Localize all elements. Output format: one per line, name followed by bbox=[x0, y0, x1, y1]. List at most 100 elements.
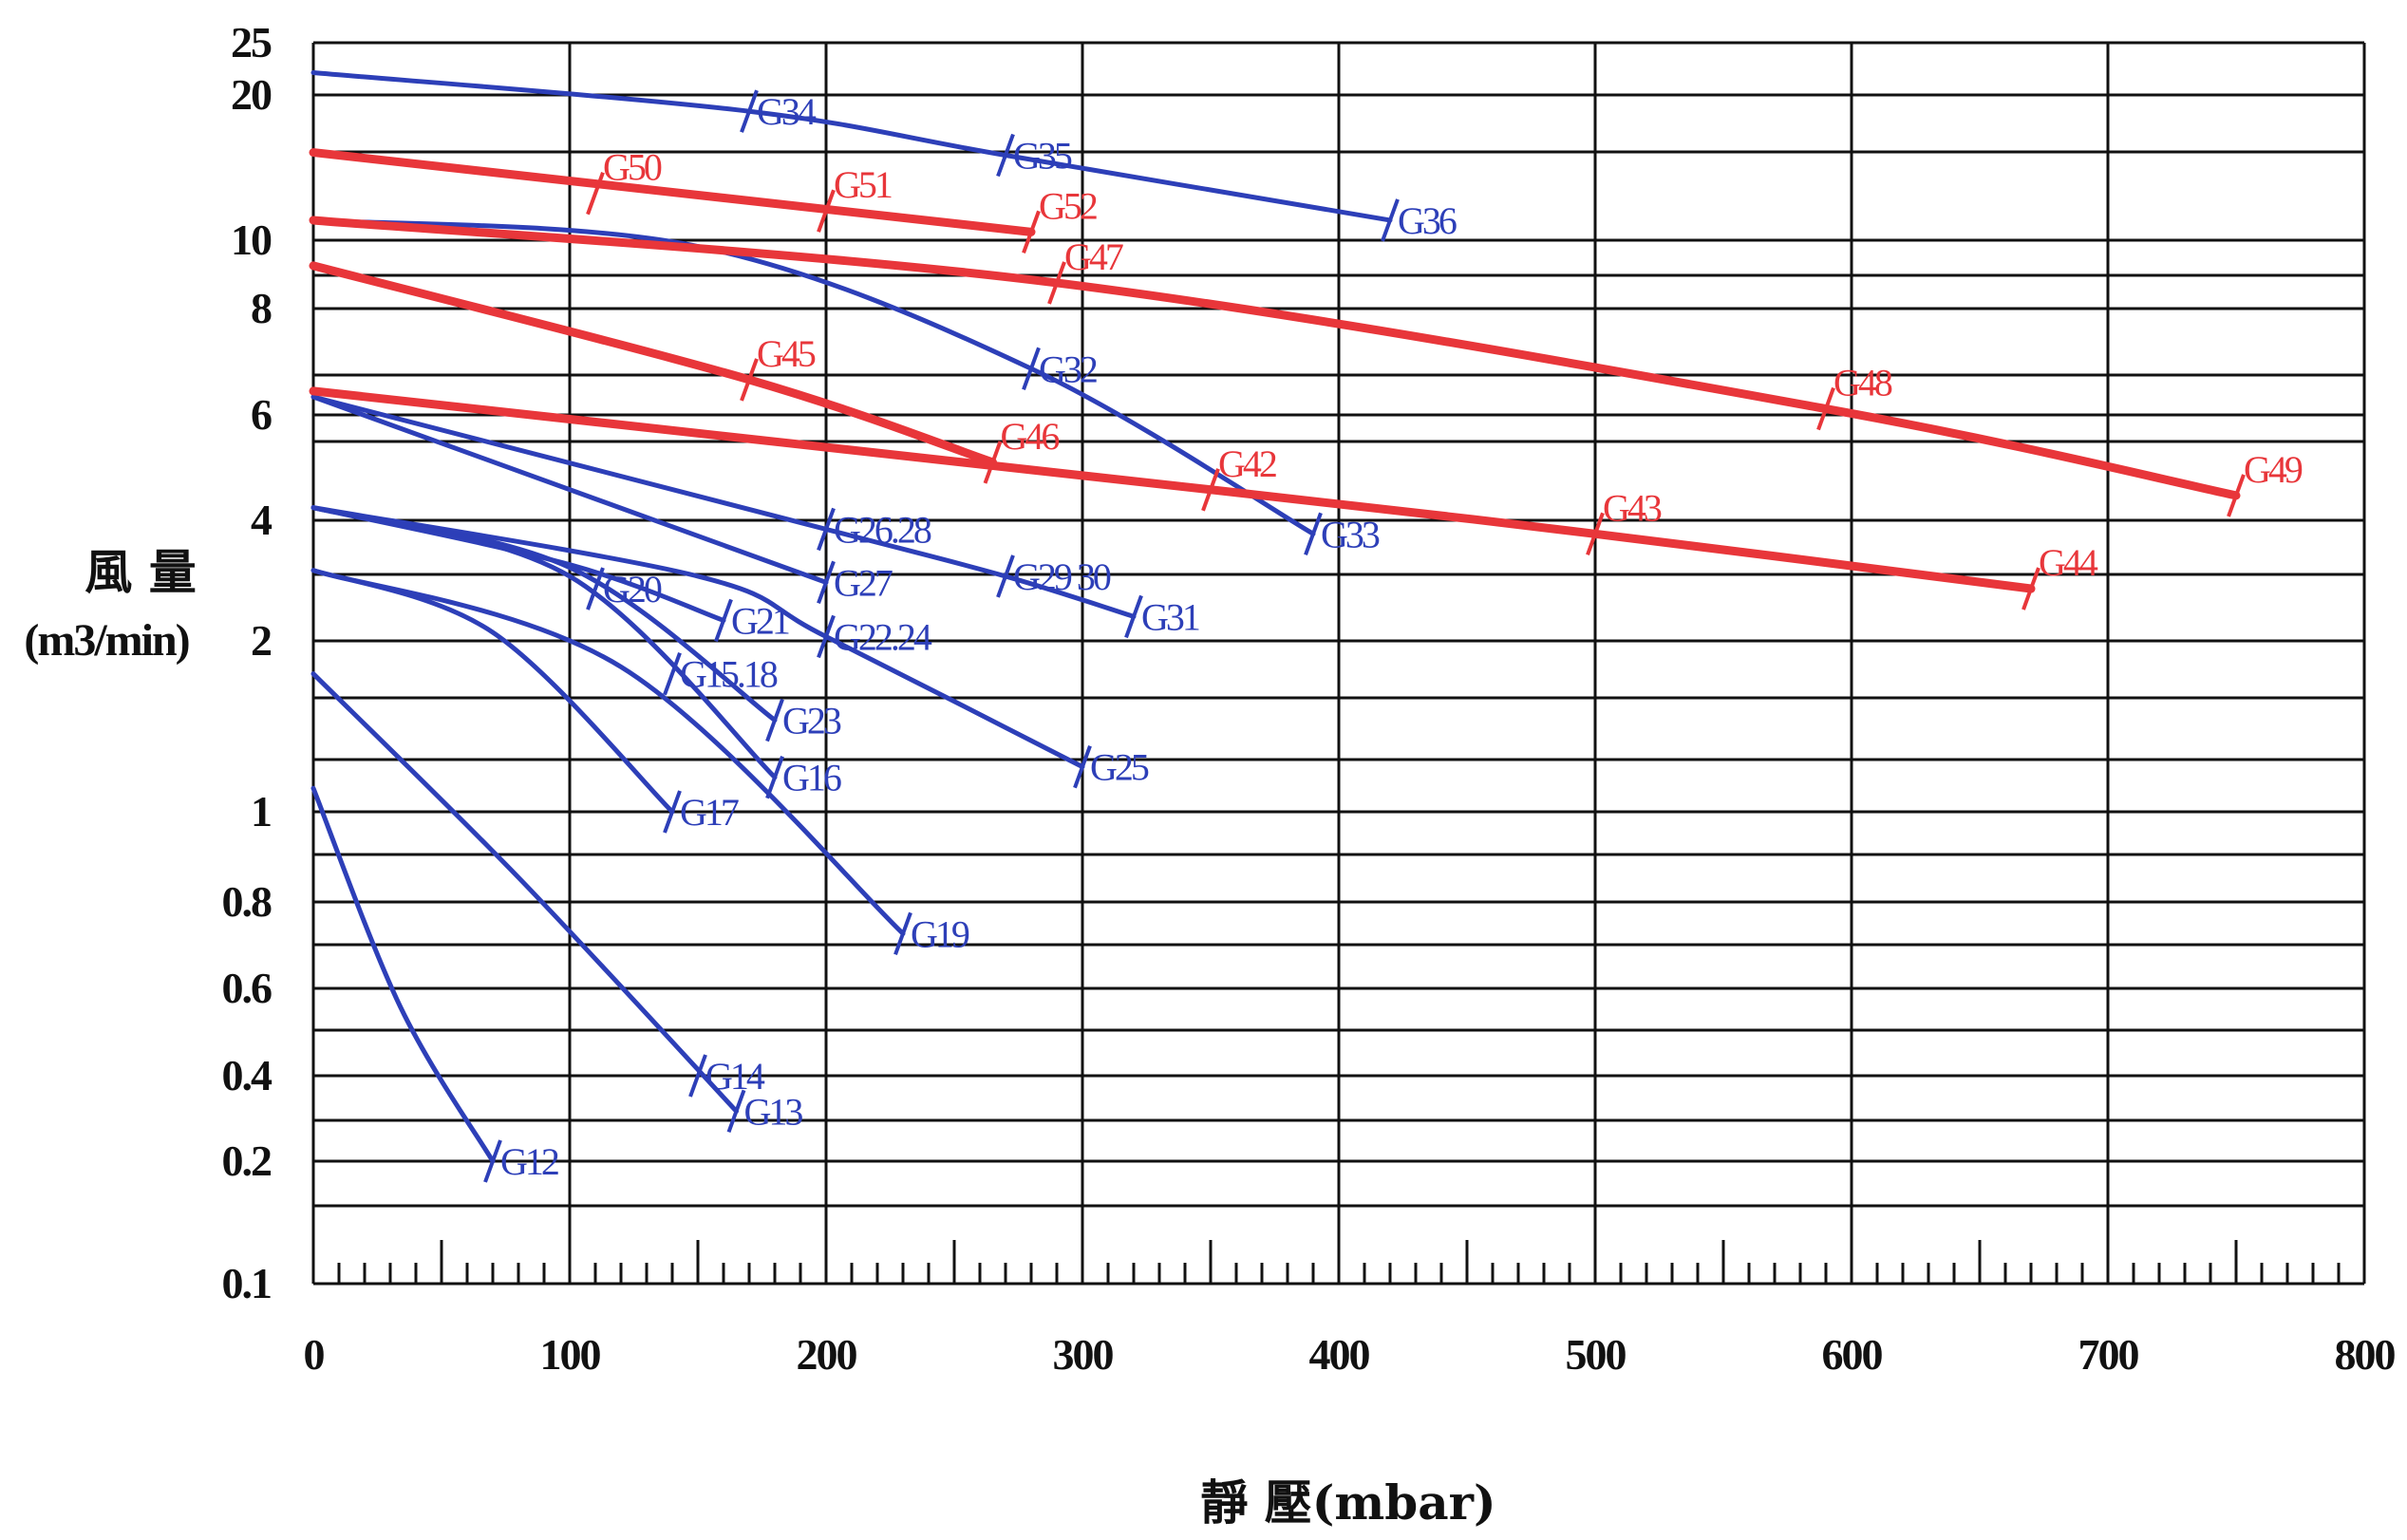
curve-point-marker bbox=[2227, 474, 2246, 517]
curve-label: G15.18 bbox=[680, 653, 778, 696]
curve-label: G52 bbox=[1039, 184, 1097, 227]
curve-point-marker bbox=[663, 790, 682, 834]
curve-point-marker bbox=[817, 560, 836, 605]
y-axis-unit: (m3/min) bbox=[24, 615, 188, 666]
performance-curve-blue bbox=[310, 70, 1393, 223]
curve-point-marker bbox=[1381, 198, 1400, 242]
curve-label: G17 bbox=[680, 791, 739, 834]
curve-point-marker bbox=[740, 89, 759, 133]
performance-curve-blue bbox=[310, 568, 906, 936]
x-tick-label: 100 bbox=[540, 1330, 601, 1379]
curve-label: G20 bbox=[603, 568, 662, 610]
curve-point-marker bbox=[586, 172, 605, 216]
curve-label: G32 bbox=[1039, 347, 1097, 390]
curve-label: G45 bbox=[757, 332, 816, 375]
curve-point-marker bbox=[1124, 594, 1143, 639]
curve-layer bbox=[309, 70, 2241, 1164]
curve-point-marker bbox=[1022, 210, 1041, 254]
performance-curve-red bbox=[309, 261, 997, 467]
curve-label: G49 bbox=[2244, 448, 2303, 491]
y-tick-label: 2 bbox=[251, 616, 272, 665]
curve-label: G13 bbox=[744, 1090, 803, 1133]
y-tick-label: 6 bbox=[251, 390, 272, 439]
curve-point-marker bbox=[1304, 512, 1323, 555]
curve-point-marker bbox=[765, 756, 784, 799]
y-tick-label: 0.8 bbox=[222, 877, 273, 926]
curve-point-marker bbox=[1586, 512, 1605, 555]
curve-label: G33 bbox=[1321, 513, 1380, 555]
curve-point-marker bbox=[996, 133, 1015, 178]
curve-label: G14 bbox=[705, 1055, 765, 1098]
curve-point-marker bbox=[817, 507, 836, 552]
performance-curve-blue bbox=[310, 505, 1085, 770]
curve-label: G29 30 bbox=[1013, 555, 1111, 598]
curve-label: G48 bbox=[1833, 362, 1892, 404]
curve-label: G35 bbox=[1013, 135, 1072, 178]
curve-label: G43 bbox=[1603, 486, 1662, 529]
y-tick-label: 10 bbox=[231, 216, 272, 264]
curve-point-marker bbox=[996, 554, 1015, 598]
y-tick-label: 1 bbox=[251, 787, 271, 836]
curve-label: G27 bbox=[834, 561, 893, 604]
x-axis-title: 靜 壓(mbar) bbox=[1200, 1474, 1495, 1531]
curve-point-marker bbox=[1073, 744, 1092, 789]
x-tick-label: 400 bbox=[1309, 1330, 1370, 1379]
x-tick-label: 0 bbox=[304, 1330, 325, 1379]
curve-point-marker bbox=[983, 441, 1003, 484]
curve-point-marker bbox=[726, 1089, 746, 1134]
curve-label: G22.24 bbox=[834, 615, 932, 658]
performance-curve-red bbox=[309, 216, 2241, 500]
performance-curve-red bbox=[309, 386, 2036, 593]
curve-label: G31 bbox=[1141, 595, 1199, 638]
curve-label: G21 bbox=[731, 599, 789, 642]
x-tick-label: 300 bbox=[1053, 1330, 1114, 1379]
curve-point-marker bbox=[817, 614, 836, 659]
end-marker-layer bbox=[483, 89, 2246, 1183]
curve-label: G23 bbox=[782, 700, 841, 742]
x-tick-label: 200 bbox=[797, 1330, 857, 1379]
curve-label: G19 bbox=[911, 912, 969, 955]
curve-point-marker bbox=[483, 1139, 502, 1183]
y-tick-label: 4 bbox=[251, 496, 273, 544]
y-axis-title: 風 量 bbox=[85, 544, 196, 600]
curve-label: G42 bbox=[1218, 442, 1276, 485]
x-tick-label: 700 bbox=[2078, 1330, 2139, 1379]
curve-point-marker bbox=[740, 358, 759, 402]
tick-label-layer: 0 100 200 300 400 500 600 700 800 0.1 0.2 0.4 0.6 0.8… bbox=[222, 18, 2398, 1379]
curve-point-marker bbox=[817, 189, 836, 233]
y-tick-label: 25 bbox=[231, 18, 272, 66]
y-tick-label: 0.6 bbox=[222, 964, 273, 1012]
curve-point-marker bbox=[1047, 261, 1066, 305]
performance-curve-blue bbox=[310, 394, 1137, 619]
performance-curve-blue bbox=[310, 217, 1316, 536]
curve-point-marker bbox=[1816, 386, 1835, 431]
x-minor-ticks bbox=[337, 1240, 2341, 1284]
performance-curve-blue bbox=[310, 505, 726, 623]
curve-label: G25 bbox=[1090, 746, 1149, 789]
x-tick-label: 500 bbox=[1566, 1330, 1627, 1379]
curve-label: G36 bbox=[1398, 199, 1457, 242]
curve-point-marker bbox=[1201, 468, 1220, 512]
curve-label: G26.28 bbox=[834, 508, 931, 551]
x-tick-label: 600 bbox=[1822, 1330, 1883, 1379]
curve-point-marker bbox=[663, 651, 682, 696]
curve-label: G16 bbox=[782, 757, 841, 799]
curve-point-marker bbox=[893, 911, 912, 956]
curve-point-marker bbox=[1022, 347, 1041, 390]
curve-point-marker bbox=[2022, 567, 2040, 610]
performance-curve-blue bbox=[310, 785, 496, 1164]
y-tick-label: 8 bbox=[251, 284, 272, 332]
curve-label: G34 bbox=[757, 90, 817, 133]
curve-label: G12 bbox=[500, 1140, 558, 1183]
performance-curve-blue bbox=[310, 671, 739, 1114]
curve-label: G47 bbox=[1064, 235, 1123, 278]
curve-label: G51 bbox=[834, 163, 892, 206]
performance-curve-red bbox=[309, 148, 1036, 236]
curve-point-marker bbox=[586, 567, 605, 610]
x-tick-label: 800 bbox=[2335, 1330, 2396, 1379]
curve-label: G44 bbox=[2039, 541, 2098, 584]
y-tick-label: 20 bbox=[231, 70, 272, 119]
grid-layer bbox=[311, 41, 2366, 1286]
